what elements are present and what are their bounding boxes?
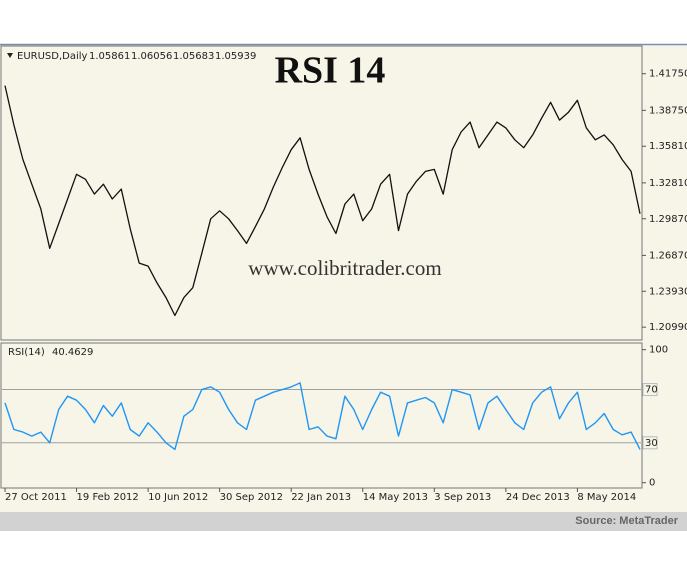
x-tick-label: 10 Jun 2012 [148,492,208,503]
rsi-panel [0,342,643,489]
x-tick-label: 30 Sep 2012 [220,492,283,503]
x-tick-label: 19 Feb 2012 [77,492,139,503]
y-tick-label: 1.23930 [649,286,687,297]
level-label-box [642,436,658,450]
y-tick-label: 1.41750 [649,69,687,80]
rsi-label: RSI(14) [8,347,45,358]
footer-bar [0,512,687,531]
menu-arrow [7,53,13,58]
x-tick-label: 14 May 2013 [363,492,428,503]
ohlc-value: 1.06056 [131,51,172,62]
x-tick-label: 22 Jan 2013 [291,492,351,503]
chart-background [0,44,687,512]
symbol-label: EURUSD,Daily [17,51,88,62]
x-tick-label: 27 Oct 2011 [5,492,67,503]
ohlc-value: 1.05939 [215,51,256,62]
price-panel [0,45,643,341]
ohlc-values: 1.05861 1.06056 1.05683 1.05939 [89,51,256,62]
level-label: 30 [645,438,658,449]
rsi-current: 40.4629 [52,347,93,358]
y2-tick-label: 0 [649,478,655,489]
price-line [4,85,641,317]
y-tick-label: 1.35810 [649,141,687,152]
chart-title: RSI 14 [275,50,386,92]
y-tick-label: 1.20990 [649,322,687,333]
x-tick-label: 8 May 2014 [577,492,636,503]
level-label-box [642,383,658,397]
y-tick-label: 1.29870 [649,214,687,225]
y-tick-label: 1.26870 [649,250,687,261]
y-tick-label: 1.38750 [649,105,687,116]
x-tick-label: 24 Dec 2013 [506,492,570,503]
level-label: 70 [645,385,658,396]
y2-tick-label: 100 [649,345,668,356]
ohlc-value: 1.05861 [89,51,130,62]
watermark: www.colibritrader.com [248,256,441,280]
source-note: Source: MetaTrader [575,515,678,527]
rsi-line [4,382,641,451]
x-tick-label: 3 Sep 2013 [434,492,491,503]
y-tick-label: 1.32810 [649,178,687,189]
ohlc-value: 1.05683 [173,51,214,62]
